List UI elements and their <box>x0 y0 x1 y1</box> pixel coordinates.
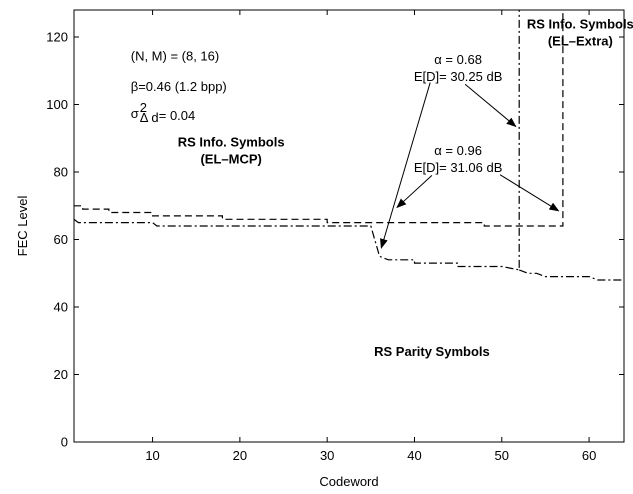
plot-frame <box>73 9 625 443</box>
annotation-arrow-1 <box>380 82 431 249</box>
y-axis-label: FEC Level <box>15 196 30 257</box>
series-line-2 <box>73 10 520 271</box>
annotation-info_mcp2: (EL–MCP) <box>200 152 261 167</box>
sigma-value: = 0.04 <box>159 108 196 123</box>
series-line-1 <box>74 10 564 227</box>
annotation-parity: RS Parity Symbols <box>374 344 490 359</box>
y-tick-label: 0 <box>61 435 68 450</box>
annotation-beta: β=0.46 (1.2 bpp) <box>131 79 227 94</box>
annotation-nm: (N, M) = (8, 16) <box>131 49 220 64</box>
x-tick-label: 60 <box>582 448 596 463</box>
x-tick-label: 10 <box>145 448 159 463</box>
y-tick-label: 120 <box>46 30 68 45</box>
y-tick-label: 60 <box>54 232 68 247</box>
y-tick-label: 40 <box>54 300 68 315</box>
annotation-alpha1: α = 0.68 <box>434 52 482 67</box>
y-tick-label: 100 <box>46 97 68 112</box>
sigma-symbol: σ <box>131 106 139 121</box>
annotation-alpha2: α = 0.96 <box>434 143 482 158</box>
y-tick-label: 20 <box>54 367 68 382</box>
y-tick-label: 80 <box>54 165 68 180</box>
sigma-subscript: Δ d <box>140 110 159 125</box>
annotation-info_mcp1: RS Info. Symbols <box>178 135 285 150</box>
x-tick-label: 50 <box>495 448 509 463</box>
annotation-arrow-4 <box>499 174 560 212</box>
x-tick-label: 30 <box>320 448 334 463</box>
annotation-ed1: E[D]= 30.25 dB <box>414 69 503 84</box>
annotation-ed2: E[D]= 31.06 dB <box>414 160 503 175</box>
annotation-info_extra2: (EL–Extra) <box>548 33 613 48</box>
annotation-arrow-3 <box>396 175 433 209</box>
sigma-annotation: σ 2Δ d = 0.04 <box>131 100 196 125</box>
series-line-3 <box>518 269 624 281</box>
annotation-info_extra1: RS Info. Symbols <box>527 17 633 32</box>
sigma-superscript: 2 <box>140 100 147 115</box>
x-tick-label: 20 <box>233 448 247 463</box>
x-tick-label: 40 <box>407 448 421 463</box>
annotation-arrow-2 <box>464 83 517 128</box>
x-axis-label: Codeword <box>319 474 378 489</box>
